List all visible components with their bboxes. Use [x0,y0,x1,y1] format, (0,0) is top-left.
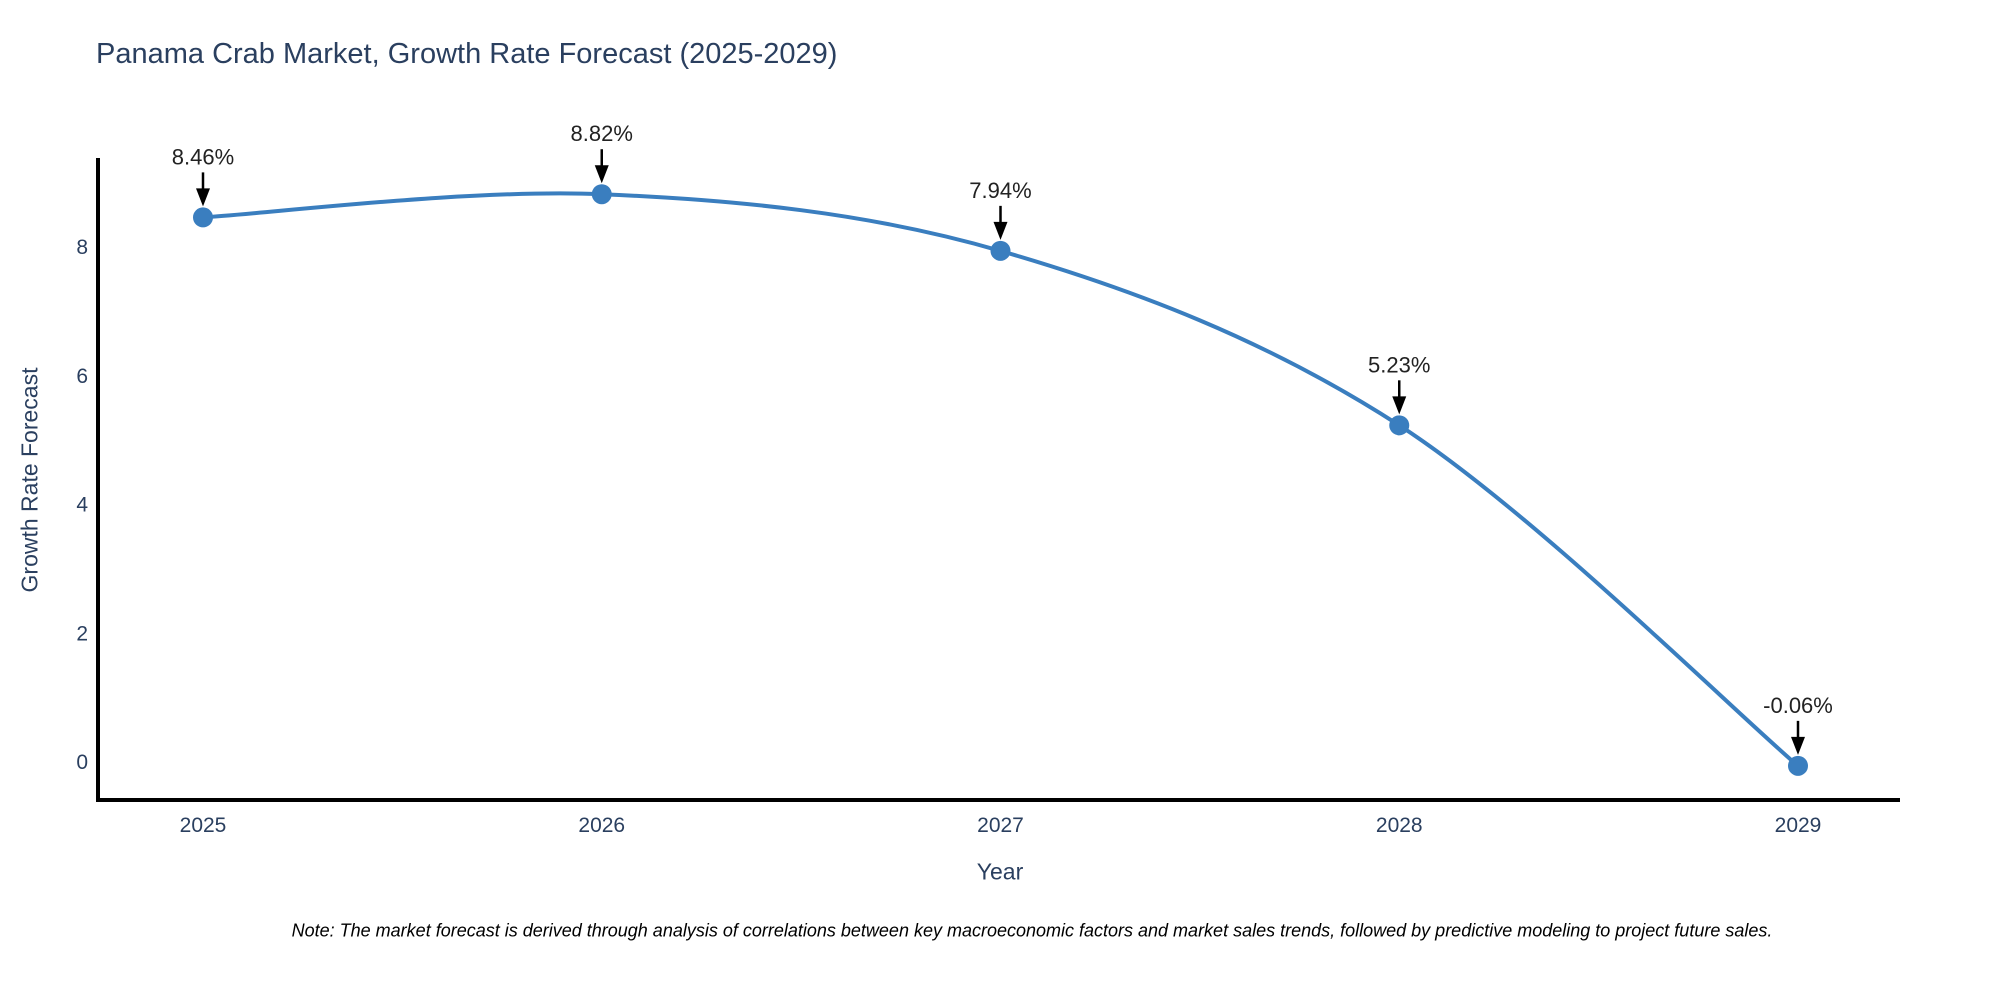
annotation-arrowhead-2025 [196,188,210,207]
y-tick-2: 2 [76,622,88,645]
x-tick-2029: 2029 [1775,814,1822,837]
annotation-label-2026: 8.82% [571,121,633,146]
annotation-arrowhead-2029 [1791,736,1805,755]
y-tick-0: 0 [76,751,88,774]
x-tick-2027: 2027 [977,814,1024,837]
y-tick-4: 4 [76,494,88,517]
annotation-label-2025: 8.46% [172,144,234,169]
x-tick-2026: 2026 [578,814,625,837]
forecast-line [202,191,1800,768]
data-point-2025 [193,207,213,228]
x-axis-title: Year [976,858,1024,885]
x-tick-2028: 2028 [1376,814,1423,837]
data-point-2027 [990,240,1011,261]
data-point-2028 [1389,415,1410,436]
footnote: Note: The market forecast is derived thr… [291,920,1773,941]
y-tick-6: 6 [76,365,88,388]
annotation-label-2027: 7.94% [969,178,1031,203]
data-point-2029 [1788,755,1808,776]
y-tick-8: 8 [76,236,88,259]
annotation-arrowhead-2027 [993,221,1008,240]
data-point-2026 [591,184,612,205]
annotation-label-2028: 5.23% [1368,352,1430,377]
x-tick-2025: 2025 [180,814,227,837]
chart-title: Panama Crab Market, Growth Rate Forecast… [96,38,838,70]
annotation-arrowhead-2028 [1392,396,1407,415]
annotation-label-2029: -0.06% [1763,693,1833,718]
annotation-arrowhead-2026 [594,165,609,184]
